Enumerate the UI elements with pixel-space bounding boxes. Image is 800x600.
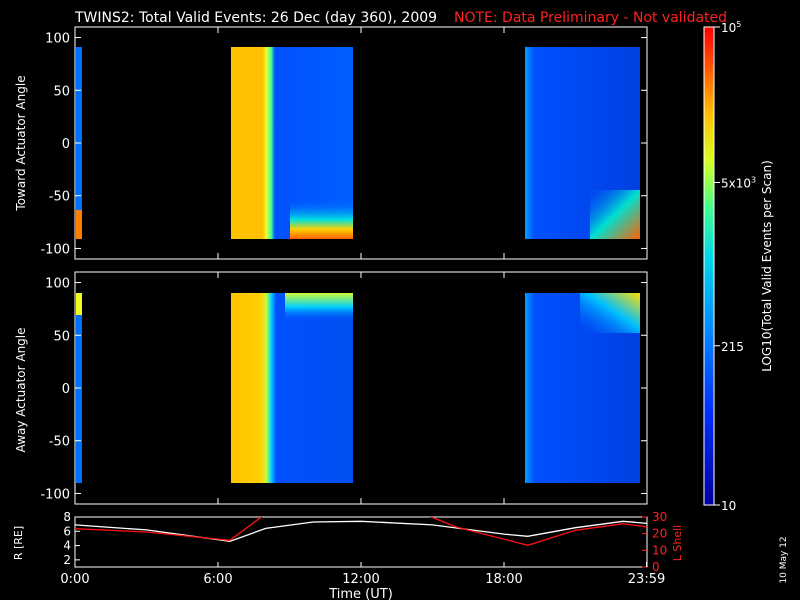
ephemeris-lines: [75, 517, 647, 546]
lshell-axis-label: L Shell: [671, 525, 684, 561]
colorbar-tick-label-0: 10: [721, 499, 736, 513]
away-ytick-label-3: -50: [49, 435, 70, 450]
toward-block-evening-enhancement: [590, 190, 640, 239]
date-stamp: 10 May 12: [779, 536, 789, 583]
toward-ylabel: Toward Actuator Angle: [14, 75, 28, 211]
lshell-tick-label-0: 0: [652, 560, 660, 574]
colorbar-tick-label-2: 5x103: [721, 175, 756, 190]
toward-block-morning-enhancement: [290, 200, 353, 239]
colorbar-label: LOG10(Total Valid Events per Scan): [760, 160, 774, 372]
colorbar-tick-label-1: 215: [721, 340, 744, 354]
colorbar: 10 215 5x103 105 LOG10(Total Valid Events p…: [703, 20, 774, 513]
chart-title: TWINS2: Total Valid Events: 26 Dec (day …: [74, 10, 437, 26]
toward-ytick-label-2: 0: [62, 137, 70, 152]
lshell-tick-label-1: 10: [652, 543, 667, 557]
r-axis-label: R [RE]: [12, 526, 25, 560]
time-tick-label-4: 23:59: [628, 572, 665, 587]
lshell-series-line: [75, 517, 647, 546]
colorbar-gradient: [703, 26, 715, 506]
time-tick-label-0: 0:00: [60, 572, 89, 587]
lshell-tick-label-3: 30: [652, 510, 667, 524]
time-tick-label-3: 18:00: [485, 572, 522, 587]
away-block-morning: [231, 293, 353, 483]
r-tick-label-0: 2: [63, 553, 71, 567]
r-tick-label-3: 8: [63, 510, 71, 524]
toward-left-edge-enh: [76, 210, 82, 239]
toward-ytick-label-3: -50: [49, 190, 70, 205]
toward-panel: Toward Actuator Angle 100 50 0 -50 -100: [14, 26, 648, 260]
away-ytick-label-1: 50: [53, 329, 70, 344]
toward-ytick-label-0: 100: [45, 32, 70, 47]
ephemeris-panel-frame: [74, 516, 648, 568]
away-ytick-label-2: 0: [62, 382, 70, 397]
away-left-edge-enh: [76, 293, 82, 315]
preliminary-note: NOTE: Data Preliminary - Not validated: [454, 10, 727, 26]
away-block-evening-enhancement: [580, 293, 640, 333]
away-panel: Away Actuator Angle 100 50 0 -50 -100: [14, 271, 648, 505]
r-tick-label-1: 4: [63, 539, 71, 553]
away-ytick-label-4: -100: [40, 487, 70, 502]
lshell-tick-label-2: 20: [652, 527, 667, 541]
x-axis-label: Time (UT): [328, 587, 393, 600]
toward-yaxis: 100 50 0 -50 -100: [40, 27, 648, 259]
away-block-morning-enhancement: [285, 293, 353, 321]
away-ytick-label-0: 100: [45, 277, 70, 292]
toward-ytick-label-1: 50: [53, 84, 70, 99]
away-ylabel: Away Actuator Angle: [14, 327, 28, 452]
r-tick-label-2: 6: [63, 524, 71, 538]
toward-ytick-label-4: -100: [40, 242, 70, 257]
colorbar-ticks: 10 215 5x103 105: [714, 20, 756, 513]
time-tick-label-2: 12:00: [342, 572, 379, 587]
time-tick-label-1: 6:00: [203, 572, 232, 587]
colorbar-tick-label-3: 105: [721, 20, 741, 35]
away-yaxis: 100 50 0 -50 -100: [40, 272, 648, 504]
